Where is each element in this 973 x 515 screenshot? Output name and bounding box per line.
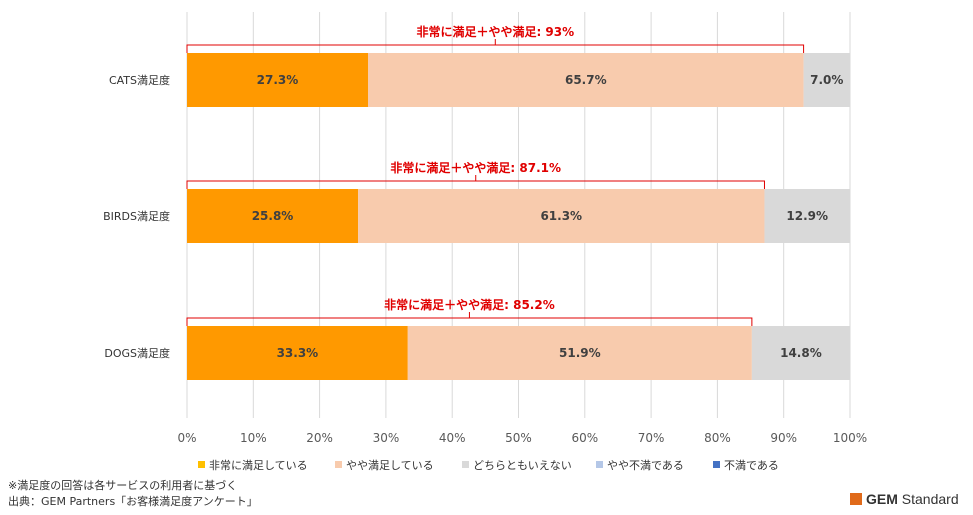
data-label: 51.9% bbox=[559, 346, 601, 360]
bar-segment bbox=[764, 189, 850, 243]
bar-segment bbox=[187, 189, 359, 243]
legend-label: やや不満である bbox=[607, 459, 684, 472]
annotation-bracket bbox=[186, 312, 753, 326]
annotation-label: 非常に満足＋やや満足: 85.2% bbox=[384, 297, 555, 312]
data-label: 14.8% bbox=[780, 346, 822, 360]
data-label: 25.8% bbox=[252, 209, 294, 223]
legend-swatch bbox=[335, 461, 342, 468]
x-tick-label: 60% bbox=[571, 431, 598, 445]
x-tick-label: 50% bbox=[505, 431, 532, 445]
annotation-bracket bbox=[186, 39, 805, 53]
gem-standard-logo: GEM Standard bbox=[850, 491, 959, 507]
category-label: DOGS満足度 bbox=[104, 346, 170, 360]
data-label: 12.9% bbox=[786, 209, 828, 223]
data-label: 7.0% bbox=[810, 73, 843, 87]
data-label: 65.7% bbox=[565, 73, 607, 87]
annotation-bracket bbox=[186, 175, 765, 189]
data-label: 33.3% bbox=[277, 346, 319, 360]
footnotes: ※満足度の回答は各サービスの利用者に基づく 出典：GEM Partners「お客… bbox=[8, 478, 258, 510]
x-tick-label: 90% bbox=[770, 431, 797, 445]
bar-segment bbox=[367, 53, 804, 107]
bar-segment bbox=[358, 189, 765, 243]
legend-label: 非常に満足している bbox=[209, 459, 308, 472]
x-tick-label: 30% bbox=[373, 431, 400, 445]
legend-label: 不満である bbox=[724, 459, 779, 472]
legend-swatch bbox=[713, 461, 720, 468]
x-tick-label: 10% bbox=[240, 431, 267, 445]
logo-suffix: Standard bbox=[901, 491, 959, 507]
x-tick-label: 70% bbox=[638, 431, 665, 445]
legend-swatch bbox=[462, 461, 469, 468]
legend-label: やや満足している bbox=[346, 459, 434, 472]
stacked-bar-chart: 0% 10% 20% 30% 40% 50% 60% 70% 80% 90% 100% CATS満足度… bbox=[103, 12, 867, 472]
bar-segment bbox=[803, 53, 850, 107]
x-tick-label: 20% bbox=[306, 431, 333, 445]
bar-segment bbox=[187, 53, 368, 107]
data-label: 61.3% bbox=[540, 209, 582, 223]
legend-swatch bbox=[198, 461, 205, 468]
footnote-note: ※満足度の回答は各サービスの利用者に基づく bbox=[8, 479, 238, 492]
bar-segment bbox=[751, 326, 850, 380]
category-label: BIRDS満足度 bbox=[103, 209, 170, 223]
footnote-source: 出典：GEM Partners「お客様満足度アンケート」 bbox=[8, 495, 258, 508]
x-tick-label: 80% bbox=[704, 431, 731, 445]
x-tick-label: 100% bbox=[833, 431, 867, 445]
legend-swatch bbox=[596, 461, 603, 468]
data-label: 27.3% bbox=[257, 73, 299, 87]
logo-mark-icon bbox=[850, 493, 862, 505]
legend-label: どちらともいえない bbox=[473, 459, 572, 472]
x-tick-label: 0% bbox=[177, 431, 196, 445]
logo-brand: GEM bbox=[866, 491, 898, 507]
annotation-label: 非常に満足＋やや満足: 87.1% bbox=[390, 160, 561, 175]
bar-segment bbox=[187, 326, 408, 380]
category-label: CATS満足度 bbox=[109, 73, 170, 87]
bar-segment bbox=[407, 326, 752, 380]
annotation-label: 非常に満足＋やや満足: 93% bbox=[416, 24, 574, 39]
x-tick-label: 40% bbox=[439, 431, 466, 445]
